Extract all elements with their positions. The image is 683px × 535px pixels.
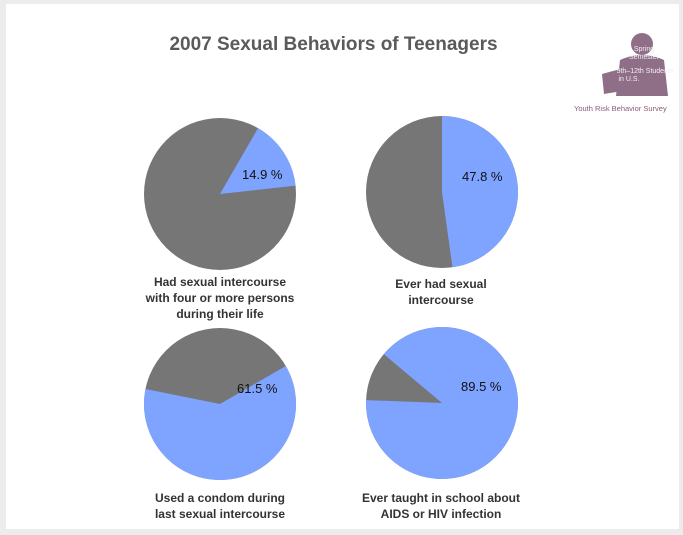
pie-1-value-slice xyxy=(220,128,296,194)
pie-3-percent-label: 61.5 % xyxy=(237,381,278,396)
pie-1-caption: Had sexual intercourse with four or more… xyxy=(145,275,295,321)
pie-svg-1 xyxy=(144,118,296,270)
pie-chart-1 xyxy=(140,114,300,274)
pie-2-percent-label: 47.8 % xyxy=(462,169,503,184)
pie-2-value-slice xyxy=(442,116,518,268)
student-silhouette-badge: Spring Semester 9th–12th Students in U.S… xyxy=(594,30,680,100)
pie-svg-4 xyxy=(366,327,518,479)
pie-2-caption: Ever had sexual intercourse xyxy=(395,277,487,307)
pie-chart-2 xyxy=(362,112,522,272)
badge-line-1: Spring xyxy=(633,46,655,53)
student-silhouette-icon xyxy=(602,33,668,96)
badge-line-3: 9th–12th Students xyxy=(616,68,674,75)
source-label: Youth Risk Behavior Survey xyxy=(574,104,667,113)
pie-4-caption: Ever taught in school about AIDS or HIV … xyxy=(361,491,520,521)
pie-4-value-slice xyxy=(366,327,518,479)
pie-3-caption: Used a condom during last sexual interco… xyxy=(154,491,286,521)
pie-chart-4 xyxy=(362,323,522,483)
chart-title: 2007 Sexual Behaviors of Teenagers xyxy=(169,34,498,55)
pie-chart-3 xyxy=(140,324,300,484)
pie-1-percent-label: 14.9 % xyxy=(242,167,283,182)
badge-line-4: in U.S. xyxy=(618,76,640,83)
pie-3-value-slice xyxy=(144,366,296,480)
pie-svg-2 xyxy=(366,116,518,268)
slide: 2007 Sexual Behaviors of Teenagers Sprin… xyxy=(6,4,679,529)
pie-svg-3 xyxy=(144,328,296,480)
badge-line-2: Semester xyxy=(629,54,659,61)
pie-4-percent-label: 89.5 % xyxy=(461,379,502,394)
